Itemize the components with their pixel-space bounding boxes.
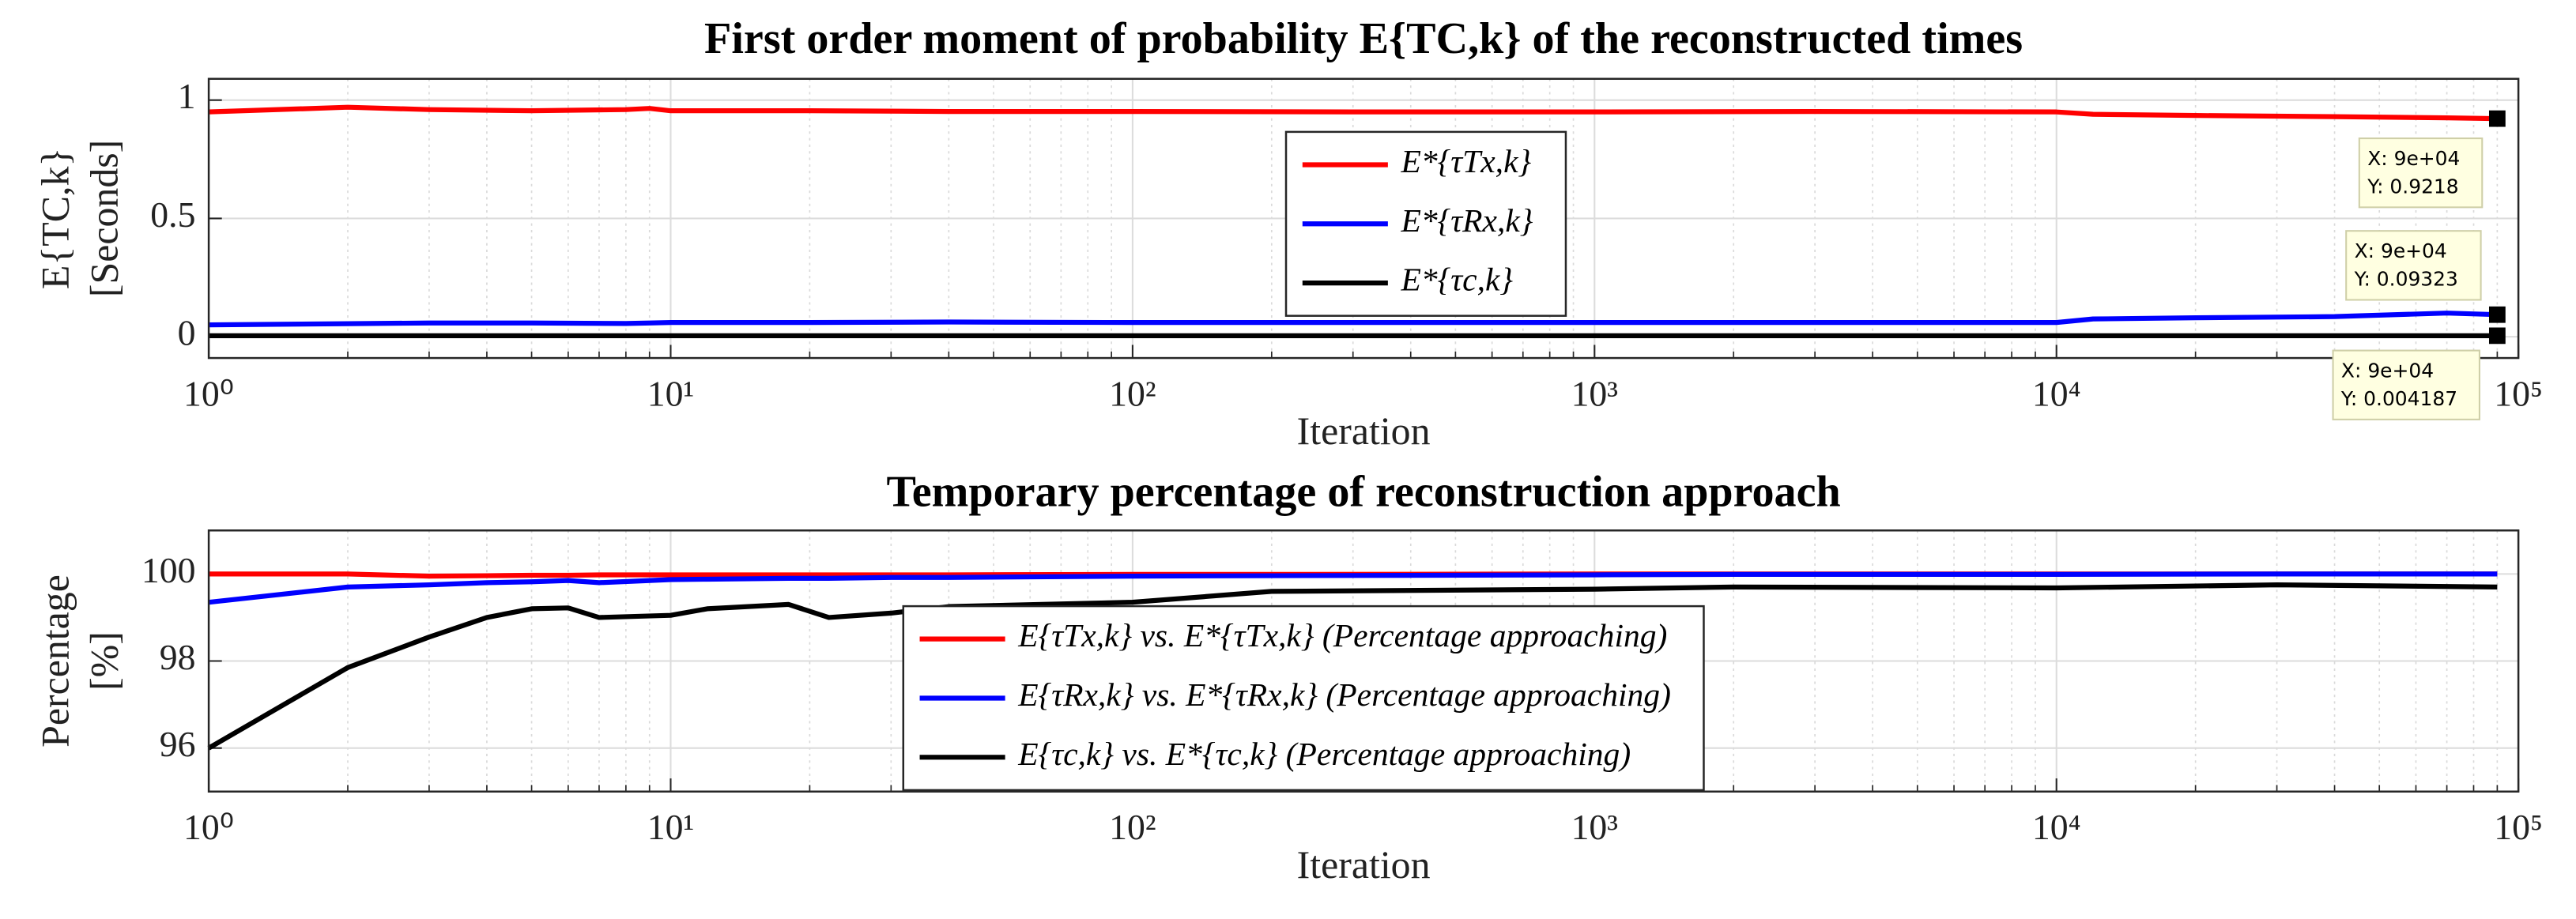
legend-label: E*{τTx,k}	[1400, 143, 1531, 179]
x-tick-label: 10³	[1571, 807, 1618, 847]
datatip-text: Y: 0.004187	[2340, 387, 2457, 410]
x-tick-label: 10⁰	[183, 373, 234, 413]
x-tick-label: 10⁰	[183, 807, 234, 847]
y-tick-label: 96	[160, 724, 196, 764]
y-axis-label: [%]	[83, 631, 126, 691]
datatip-box	[2345, 230, 2482, 301]
x-tick-label: 10²	[1109, 373, 1156, 413]
y-axis-label: [Seconds]	[83, 140, 126, 297]
y-tick-label: 0	[178, 313, 196, 353]
x-axis-label: Iteration	[1297, 843, 1431, 887]
datatip-text: X: 9e+04	[2355, 239, 2447, 262]
datatip-marker	[2488, 306, 2506, 323]
y-tick-label: 1	[178, 76, 196, 116]
legend-label: E{τc,k} vs. E*{τc,k} (Percentage approac…	[1017, 736, 1631, 773]
x-tick-label: 10⁵	[2494, 373, 2543, 413]
chart-title: First order moment of probability E{TC,k…	[704, 14, 2023, 63]
x-tick-label: 10¹	[647, 807, 694, 847]
y-tick-label: 98	[160, 637, 196, 677]
legend-box	[902, 605, 1705, 792]
series-line	[209, 311, 2498, 328]
legend-label: E{τRx,k} vs. E*{τRx,k} (Percentage appro…	[1017, 676, 1671, 714]
y-tick-label: 0.5	[150, 194, 195, 235]
datatip-marker	[2488, 110, 2506, 127]
x-axis-label: Iteration	[1297, 409, 1431, 453]
datatip-marker	[2488, 327, 2506, 345]
legend-label: E*{τc,k}	[1400, 262, 1513, 298]
y-axis-label: E{TC,k}	[33, 148, 77, 289]
datatip-text: Y: 0.9218	[2367, 175, 2458, 198]
legend-label: E*{τRx,k}	[1400, 202, 1533, 239]
datatip-text: X: 9e+04	[2367, 147, 2460, 170]
y-tick-label: 100	[141, 550, 196, 590]
datatip-box	[2332, 349, 2480, 420]
x-tick-label: 10¹	[647, 373, 694, 413]
chart-title: Temporary percentage of reconstruction a…	[886, 468, 1840, 517]
x-tick-label: 10²	[1109, 807, 1156, 847]
legend-label: E{τTx,k} vs. E*{τTx,k} (Percentage appro…	[1017, 617, 1667, 654]
datatip-text: X: 9e+04	[2341, 360, 2434, 382]
series-line	[208, 104, 2498, 122]
x-tick-label: 10³	[1571, 373, 1618, 413]
datatip-box	[2358, 137, 2484, 209]
series-line	[207, 582, 2498, 751]
axes-frame	[207, 529, 2520, 793]
axes-frame	[207, 77, 2520, 360]
y-axis-label: Percentage	[33, 574, 77, 748]
datatip-text: Y: 0.09323	[2354, 268, 2458, 291]
x-tick-label: 10⁴	[2032, 807, 2081, 847]
x-tick-label: 10⁵	[2494, 807, 2543, 847]
x-tick-label: 10⁴	[2032, 373, 2081, 413]
series-line	[208, 571, 2498, 605]
